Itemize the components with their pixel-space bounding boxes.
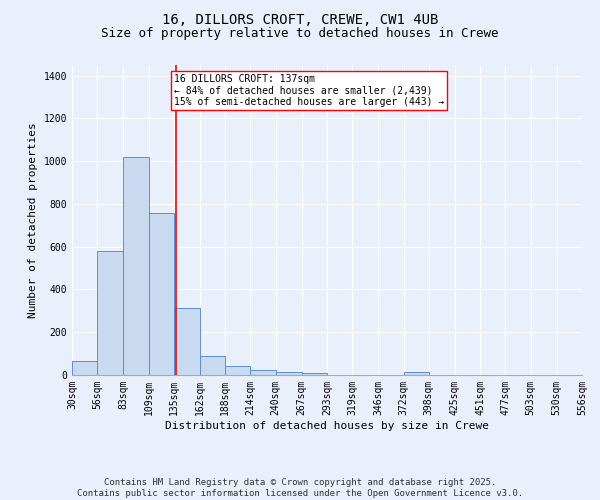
Bar — [404, 372, 429, 375]
Bar — [250, 370, 275, 375]
Text: Contains HM Land Registry data © Crown copyright and database right 2025.
Contai: Contains HM Land Registry data © Crown c… — [77, 478, 523, 498]
Text: 16, DILLORS CROFT, CREWE, CW1 4UB: 16, DILLORS CROFT, CREWE, CW1 4UB — [162, 12, 438, 26]
Bar — [124, 157, 149, 375]
Bar — [200, 356, 225, 375]
Bar — [97, 251, 124, 375]
Bar — [149, 212, 174, 375]
Bar — [302, 373, 327, 375]
Bar — [225, 366, 250, 375]
Bar — [275, 372, 302, 375]
Text: 16 DILLORS CROFT: 137sqm
← 84% of detached houses are smaller (2,439)
15% of sem: 16 DILLORS CROFT: 137sqm ← 84% of detach… — [174, 74, 444, 107]
X-axis label: Distribution of detached houses by size in Crewe: Distribution of detached houses by size … — [165, 420, 489, 430]
Bar — [174, 308, 200, 375]
Y-axis label: Number of detached properties: Number of detached properties — [28, 122, 38, 318]
Bar — [72, 361, 97, 375]
Text: Size of property relative to detached houses in Crewe: Size of property relative to detached ho… — [101, 28, 499, 40]
